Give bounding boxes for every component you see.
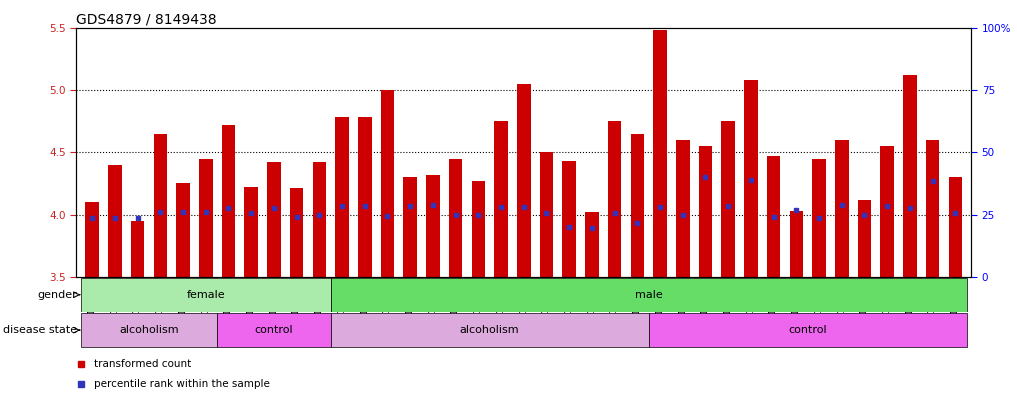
Bar — [217, 313, 331, 347]
Bar — [813, 158, 826, 277]
Text: control: control — [788, 325, 827, 335]
Bar — [517, 84, 531, 277]
Text: transformed count: transformed count — [95, 359, 191, 369]
Bar — [903, 75, 916, 277]
Bar — [835, 140, 848, 277]
Bar — [857, 200, 872, 277]
Bar — [176, 184, 190, 277]
Bar — [767, 156, 780, 277]
Bar — [85, 202, 99, 277]
Bar — [80, 278, 331, 312]
Bar — [131, 221, 144, 277]
Bar — [380, 90, 395, 277]
Bar — [358, 118, 371, 277]
Text: alcoholism: alcoholism — [119, 325, 179, 335]
Bar — [653, 30, 667, 277]
Bar — [744, 80, 758, 277]
Bar — [80, 313, 217, 347]
Text: percentile rank within the sample: percentile rank within the sample — [95, 379, 271, 389]
Bar — [312, 162, 326, 277]
Bar — [472, 181, 485, 277]
Bar — [336, 118, 349, 277]
Bar — [331, 278, 967, 312]
Bar — [649, 313, 967, 347]
Bar — [608, 121, 621, 277]
Bar — [267, 162, 281, 277]
Bar — [676, 140, 690, 277]
Text: gender: gender — [37, 290, 76, 300]
Bar — [108, 165, 122, 277]
Bar — [331, 313, 649, 347]
Bar — [494, 121, 507, 277]
Text: female: female — [186, 290, 225, 300]
Bar — [404, 177, 417, 277]
Bar — [426, 175, 439, 277]
Text: alcoholism: alcoholism — [460, 325, 520, 335]
Bar — [881, 146, 894, 277]
Text: GDS4879 / 8149438: GDS4879 / 8149438 — [76, 12, 217, 26]
Bar — [540, 152, 553, 277]
Bar — [222, 125, 235, 277]
Bar — [585, 212, 599, 277]
Text: control: control — [254, 325, 293, 335]
Bar — [789, 211, 803, 277]
Bar — [244, 187, 258, 277]
Bar — [154, 134, 167, 277]
Bar — [631, 134, 644, 277]
Bar — [925, 140, 940, 277]
Bar — [699, 146, 712, 277]
Bar — [949, 177, 962, 277]
Text: disease state: disease state — [3, 325, 76, 335]
Bar — [562, 161, 576, 277]
Text: male: male — [635, 290, 662, 300]
Bar — [721, 121, 735, 277]
Bar — [448, 158, 463, 277]
Bar — [290, 189, 303, 277]
Bar — [199, 158, 213, 277]
